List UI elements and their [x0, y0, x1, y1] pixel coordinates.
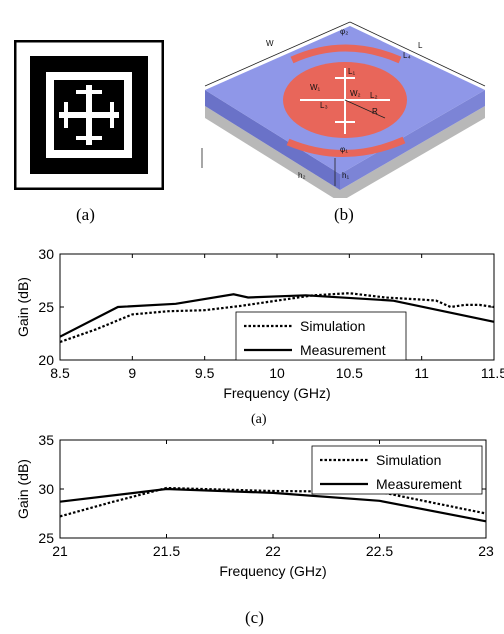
- arc-slot-bottom: [286, 136, 406, 157]
- chart-top: 8.5 9 9.5 10 10.5 11 11.5 20 25 30 Frequency (GHz)…: [0, 240, 504, 430]
- series-line-simulation: [59, 292, 495, 344]
- y-tick-label: 25: [38, 299, 54, 315]
- x-tick-label: 21.5: [153, 543, 180, 559]
- y-axis-label: Gain (dB): [15, 459, 31, 519]
- svg-text:W: W: [266, 39, 274, 48]
- cross-slot: [59, 85, 119, 145]
- y-tick-label: 20: [38, 352, 54, 368]
- x-tick-label: 11.5: [481, 365, 504, 381]
- svg-text:φ₁: φ₁: [340, 145, 348, 154]
- y-tick-label: 25: [38, 530, 54, 546]
- legend-label-simulation: Simulation: [376, 452, 441, 468]
- svg-text:L₁: L₁: [348, 67, 355, 76]
- caption-chart-bottom: (c): [245, 608, 264, 627]
- arc-slot-top: [290, 44, 402, 64]
- svg-text:R: R: [372, 107, 378, 116]
- legend-box: [235, 311, 407, 361]
- svg-text:L: L: [418, 41, 423, 50]
- legend-box: [311, 445, 483, 495]
- figure-a: [13, 39, 165, 191]
- caption-a: (a): [76, 205, 95, 224]
- x-tick-label: 10.5: [336, 365, 363, 381]
- series-line-simulation: [59, 486, 487, 518]
- y-tick-label: 35: [38, 432, 54, 448]
- figure-b: W L φ₂ L₁ W₁ W₂ L₂ L₄ L₃ R φ₁ h₂ h₁: [200, 18, 490, 202]
- svg-text:W₁: W₁: [310, 83, 321, 92]
- series-line-measurement: [59, 487, 487, 523]
- y-axis-label: Gain (dB): [15, 277, 31, 337]
- caption-b: (b): [334, 205, 354, 224]
- x-tick-label: 21: [52, 543, 68, 559]
- svg-text:φ₂: φ₂: [340, 27, 348, 36]
- y-tick-label: 30: [38, 481, 54, 497]
- svg-text:L₄: L₄: [403, 51, 411, 60]
- svg-text:h₁: h₁: [342, 171, 349, 180]
- substrate-left-side: [205, 90, 340, 190]
- svg-text:L₂: L₂: [370, 91, 378, 100]
- y-tick-label: 30: [38, 246, 54, 262]
- legend-label-measurement: Measurement: [376, 476, 462, 492]
- caption-chart-top: (a): [251, 412, 267, 427]
- series-line-measurement: [59, 293, 495, 338]
- svg-text:h₂: h₂: [298, 171, 306, 180]
- x-tick-label: 22.5: [366, 543, 393, 559]
- svg-text:W₂: W₂: [350, 89, 361, 98]
- x-tick-label: 9: [128, 365, 136, 381]
- x-tick-label: 22: [265, 543, 281, 559]
- legend-label-measurement: Measurement: [300, 342, 386, 358]
- x-tick-label: 10: [269, 365, 285, 381]
- x-axis-label: Frequency (GHz): [223, 385, 330, 401]
- unit-cell-diagram: [13, 39, 165, 191]
- chart-top-svg: 8.5 9 9.5 10 10.5 11 11.5 20 25 30 Frequency (GHz)…: [15, 246, 504, 401]
- chart-bottom: 21 21.5 22 22.5 23 25 30 35 Frequency (GHz) Gain …: [0, 428, 504, 606]
- chart-bottom-svg: 21 21.5 22 22.5 23 25 30 35 Frequency (GHz) Gain …: [15, 432, 494, 579]
- x-tick-label: 8.5: [50, 365, 70, 381]
- x-axis-label: Frequency (GHz): [219, 563, 326, 579]
- legend-label-simulation: Simulation: [300, 318, 365, 334]
- diagram-labels: W L φ₂ L₁ W₁ W₂ L₂ L₄ L₃ R φ₁ h₂ h₁: [266, 27, 423, 180]
- x-tick-label: 23: [478, 543, 494, 559]
- dimension-lines: [201, 21, 486, 186]
- x-tick-label: 9.5: [195, 365, 215, 381]
- antenna-3d-diagram: W L φ₂ L₁ W₁ W₂ L₂ L₄ L₃ R φ₁ h₂ h₁: [201, 21, 486, 202]
- x-tick-label: 11: [414, 365, 429, 381]
- svg-text:L₃: L₃: [320, 101, 328, 110]
- substrate-right-side: [340, 90, 485, 190]
